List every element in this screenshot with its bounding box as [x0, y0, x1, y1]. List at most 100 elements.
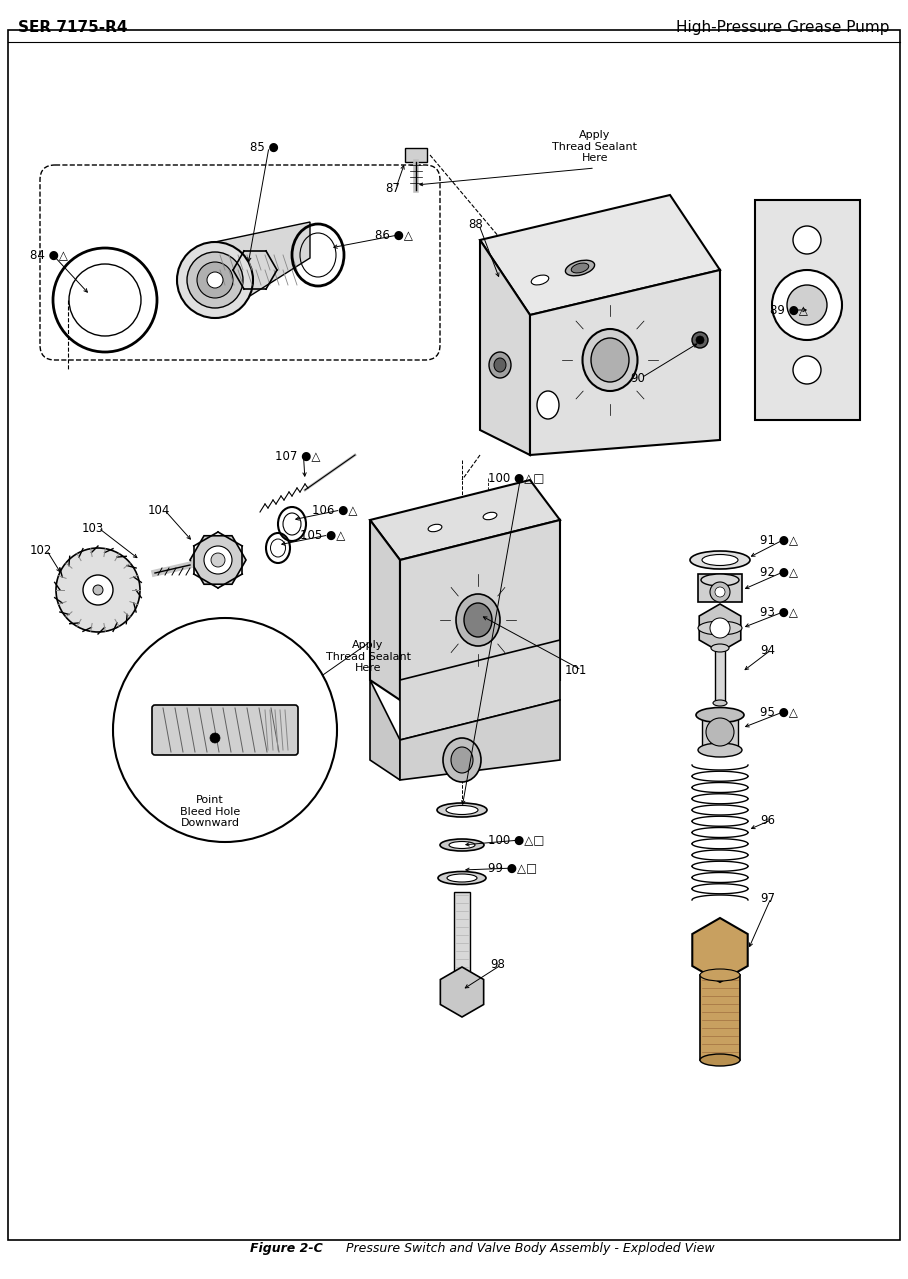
- Text: 89 ●△: 89 ●△: [770, 303, 808, 316]
- Bar: [454, 891, 470, 982]
- Ellipse shape: [531, 275, 548, 285]
- Ellipse shape: [690, 551, 750, 569]
- Ellipse shape: [696, 707, 744, 723]
- Text: 100 ●△□: 100 ●△□: [488, 472, 545, 485]
- Circle shape: [696, 336, 704, 344]
- Circle shape: [793, 356, 821, 384]
- Circle shape: [787, 285, 827, 325]
- Text: 86 ●△: 86 ●△: [375, 229, 413, 242]
- Text: 94: 94: [760, 643, 775, 656]
- Polygon shape: [400, 640, 560, 741]
- Circle shape: [706, 718, 734, 746]
- Text: 88: 88: [468, 219, 483, 231]
- Text: 105 ●△: 105 ●△: [300, 528, 345, 541]
- Circle shape: [56, 547, 140, 632]
- Ellipse shape: [428, 524, 442, 532]
- Text: 101: 101: [565, 664, 587, 677]
- Ellipse shape: [446, 806, 478, 815]
- Ellipse shape: [698, 622, 742, 634]
- Text: 91 ●△: 91 ●△: [760, 533, 798, 546]
- Circle shape: [210, 733, 220, 743]
- Text: 92 ●△: 92 ●△: [760, 565, 798, 578]
- Text: 99 ●△□: 99 ●△□: [488, 862, 538, 875]
- Ellipse shape: [440, 839, 484, 851]
- Polygon shape: [400, 521, 560, 700]
- Polygon shape: [480, 240, 530, 455]
- Bar: [698, 574, 742, 602]
- Text: 103: 103: [82, 522, 104, 535]
- Text: 85 ●: 85 ●: [250, 141, 279, 153]
- Text: 87: 87: [385, 182, 400, 194]
- Text: 107 ●△: 107 ●△: [275, 449, 321, 463]
- Ellipse shape: [443, 738, 481, 781]
- Text: 98: 98: [490, 958, 505, 972]
- Circle shape: [772, 270, 842, 340]
- Bar: [702, 715, 738, 749]
- Ellipse shape: [447, 874, 477, 883]
- Text: 90: 90: [630, 371, 645, 385]
- Bar: [715, 648, 725, 703]
- Text: 97: 97: [760, 891, 775, 904]
- Ellipse shape: [566, 260, 595, 276]
- Text: 100 ●△□: 100 ●△□: [488, 834, 545, 847]
- Circle shape: [793, 226, 821, 255]
- Circle shape: [197, 262, 233, 298]
- Ellipse shape: [571, 263, 588, 272]
- Circle shape: [715, 587, 725, 597]
- Ellipse shape: [494, 358, 506, 372]
- Text: Figure 2-C: Figure 2-C: [250, 1242, 322, 1255]
- Text: SER 7175-R4: SER 7175-R4: [18, 20, 127, 35]
- Ellipse shape: [700, 969, 740, 981]
- Circle shape: [207, 272, 223, 288]
- Polygon shape: [480, 194, 720, 315]
- Ellipse shape: [583, 329, 637, 391]
- Bar: [700, 975, 740, 1060]
- Circle shape: [692, 333, 708, 348]
- Text: Apply
Thread Sealant
Here: Apply Thread Sealant Here: [552, 130, 637, 164]
- Circle shape: [710, 582, 730, 602]
- Circle shape: [187, 252, 243, 308]
- Ellipse shape: [701, 574, 739, 586]
- Circle shape: [211, 553, 225, 567]
- Ellipse shape: [700, 1054, 740, 1065]
- Polygon shape: [370, 521, 400, 700]
- Circle shape: [83, 576, 113, 605]
- Ellipse shape: [711, 645, 729, 652]
- Text: 95 ●△: 95 ●△: [760, 706, 798, 719]
- Circle shape: [93, 585, 103, 595]
- Ellipse shape: [437, 803, 487, 817]
- Text: 106 ●△: 106 ●△: [312, 504, 358, 517]
- Text: 96: 96: [760, 813, 775, 826]
- Circle shape: [204, 546, 232, 574]
- Ellipse shape: [698, 743, 742, 757]
- Polygon shape: [370, 680, 400, 780]
- Text: 84 ●△: 84 ●△: [30, 248, 68, 261]
- Ellipse shape: [489, 352, 511, 379]
- Polygon shape: [755, 200, 860, 420]
- Ellipse shape: [456, 593, 500, 646]
- Ellipse shape: [537, 391, 559, 420]
- Ellipse shape: [702, 555, 738, 565]
- Text: 93 ●△: 93 ●△: [760, 605, 798, 619]
- Text: High-Pressure Grease Pump: High-Pressure Grease Pump: [676, 20, 890, 35]
- Text: Apply
Thread Sealant
Here: Apply Thread Sealant Here: [325, 640, 410, 673]
- Circle shape: [113, 618, 337, 842]
- Text: 102: 102: [30, 544, 53, 556]
- Polygon shape: [400, 700, 560, 780]
- FancyBboxPatch shape: [152, 705, 298, 755]
- Text: 104: 104: [148, 504, 171, 517]
- Text: Pressure Switch and Valve Body Assembly - Exploded View: Pressure Switch and Valve Body Assembly …: [330, 1242, 715, 1255]
- Ellipse shape: [483, 513, 497, 519]
- Ellipse shape: [464, 602, 492, 637]
- Ellipse shape: [451, 747, 473, 773]
- Ellipse shape: [713, 700, 727, 706]
- Polygon shape: [530, 270, 720, 455]
- Polygon shape: [370, 480, 560, 560]
- Polygon shape: [215, 223, 310, 318]
- Ellipse shape: [438, 871, 486, 885]
- Text: Point
Bleed Hole
Downward: Point Bleed Hole Downward: [180, 796, 240, 829]
- Ellipse shape: [591, 338, 629, 382]
- Circle shape: [177, 242, 253, 318]
- Bar: [405, 148, 427, 162]
- Ellipse shape: [449, 842, 475, 848]
